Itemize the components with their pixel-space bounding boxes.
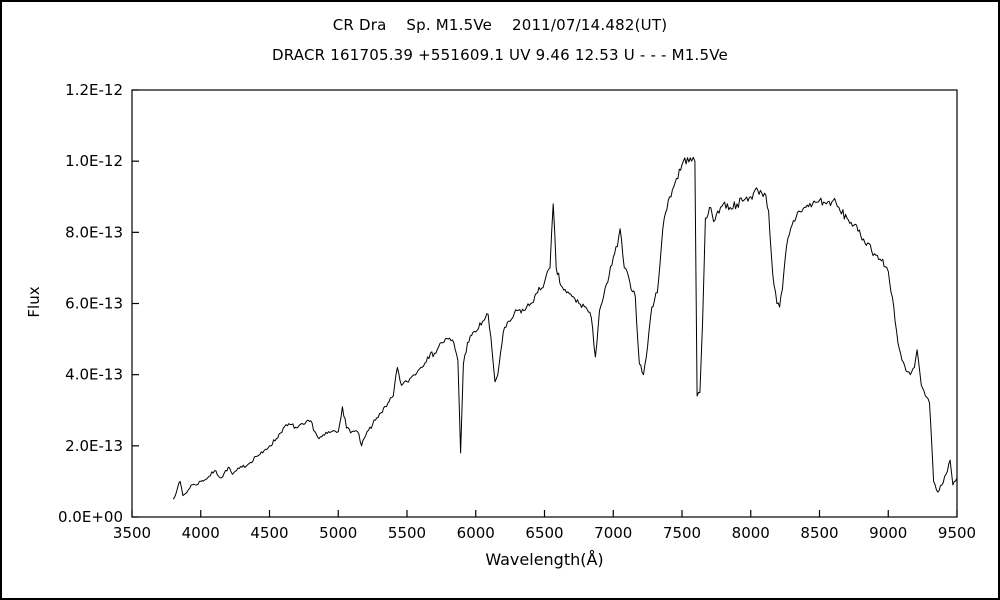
y-tick-label: 2.0E-13 — [65, 437, 123, 455]
x-tick-label: 3500 — [113, 524, 151, 542]
x-tick-label: 6500 — [525, 524, 563, 542]
x-tick-label: 4000 — [182, 524, 220, 542]
x-tick-label: 8500 — [800, 524, 838, 542]
x-tick-label: 7500 — [663, 524, 701, 542]
chart-title: CR Dra Sp. M1.5Ve 2011/07/14.482(UT) — [332, 16, 668, 34]
spectrum-trace — [172, 156, 958, 500]
y-tick-label: 1.2E-12 — [65, 81, 123, 99]
x-tick-label: 6000 — [457, 524, 495, 542]
y-tick-label: 6.0E-13 — [65, 295, 123, 313]
x-axis-title: Wavelength(Å) — [485, 550, 604, 569]
y-tick-label: 8.0E-13 — [65, 223, 123, 241]
x-tick-label: 8000 — [732, 524, 770, 542]
x-tick-label: 5000 — [319, 524, 357, 542]
x-tick-label: 9000 — [869, 524, 907, 542]
x-tick-label: 7000 — [594, 524, 632, 542]
y-tick-label: 0.0E+00 — [58, 508, 123, 526]
y-tick-label: 1.0E-12 — [65, 152, 123, 170]
x-tick-label: 5500 — [388, 524, 426, 542]
x-tick-label: 4500 — [250, 524, 288, 542]
plot-frame — [131, 89, 958, 518]
x-tick-label: 9500 — [938, 524, 976, 542]
y-tick-label: 4.0E-13 — [65, 366, 123, 384]
chart-subtitle: DRACR 161705.39 +551609.1 UV 9.46 12.53 … — [272, 46, 728, 64]
